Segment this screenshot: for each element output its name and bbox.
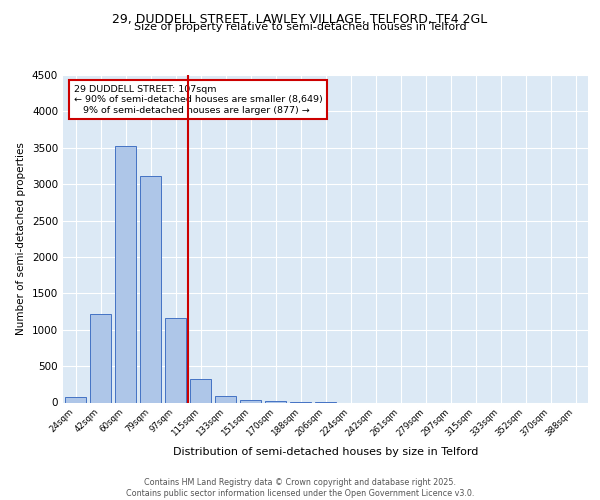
Bar: [240, 400, 261, 402]
Bar: [165, 318, 186, 402]
Text: Contains HM Land Registry data © Crown copyright and database right 2025.
Contai: Contains HM Land Registry data © Crown c…: [126, 478, 474, 498]
Bar: [190, 379, 211, 402]
Text: 29 DUDDELL STREET: 107sqm
← 90% of semi-detached houses are smaller (8,649)
   9: 29 DUDDELL STREET: 107sqm ← 90% of semi-…: [74, 85, 322, 114]
Bar: [90, 314, 111, 402]
Y-axis label: Number of semi-detached properties: Number of semi-detached properties: [16, 142, 26, 335]
Text: Size of property relative to semi-detached houses in Telford: Size of property relative to semi-detach…: [134, 22, 466, 32]
Text: 29, DUDDELL STREET, LAWLEY VILLAGE, TELFORD, TF4 2GL: 29, DUDDELL STREET, LAWLEY VILLAGE, TELF…: [112, 12, 488, 26]
Bar: [265, 401, 286, 402]
Bar: [215, 396, 236, 402]
Bar: [140, 176, 161, 402]
X-axis label: Distribution of semi-detached houses by size in Telford: Distribution of semi-detached houses by …: [173, 446, 478, 456]
Bar: [65, 397, 86, 402]
Bar: [115, 146, 136, 402]
